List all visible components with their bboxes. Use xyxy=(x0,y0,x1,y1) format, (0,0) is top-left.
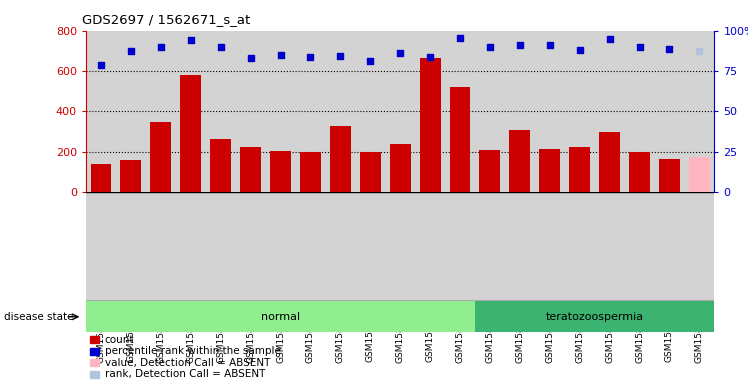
Bar xyxy=(270,151,291,192)
Bar xyxy=(475,301,714,332)
Point xyxy=(454,35,466,41)
Point xyxy=(604,36,616,42)
Point xyxy=(574,47,586,53)
Bar xyxy=(509,129,530,192)
Bar xyxy=(450,87,470,192)
Bar xyxy=(210,139,231,192)
Point xyxy=(155,44,167,50)
Point xyxy=(95,62,107,68)
Point xyxy=(394,50,406,56)
Point xyxy=(125,48,137,54)
Bar xyxy=(569,147,590,192)
Bar xyxy=(390,144,411,192)
Bar xyxy=(330,126,351,192)
Text: percentile rank within the sample: percentile rank within the sample xyxy=(105,346,280,356)
Point xyxy=(275,52,286,58)
Text: teratozoospermia: teratozoospermia xyxy=(545,312,644,322)
Text: normal: normal xyxy=(261,312,300,322)
Point xyxy=(693,48,705,54)
Text: value, Detection Call = ABSENT: value, Detection Call = ABSENT xyxy=(105,358,270,368)
Point xyxy=(484,44,496,50)
Bar xyxy=(629,152,650,192)
Bar xyxy=(180,75,201,192)
Point xyxy=(424,54,436,60)
Point xyxy=(544,42,556,48)
Point xyxy=(304,54,316,60)
Point xyxy=(245,55,257,61)
Point xyxy=(663,46,675,52)
Bar xyxy=(240,147,261,192)
Bar xyxy=(150,122,171,192)
Point xyxy=(215,44,227,50)
Point xyxy=(364,58,376,64)
Text: rank, Detection Call = ABSENT: rank, Detection Call = ABSENT xyxy=(105,369,265,379)
Text: GDS2697 / 1562671_s_at: GDS2697 / 1562671_s_at xyxy=(82,13,251,26)
Text: count: count xyxy=(105,335,134,345)
Bar xyxy=(599,131,620,192)
Bar xyxy=(479,150,500,192)
Bar xyxy=(300,152,321,192)
Bar xyxy=(420,58,441,192)
Point xyxy=(514,42,526,48)
Bar xyxy=(120,160,141,192)
Bar xyxy=(91,164,111,192)
Bar xyxy=(86,301,475,332)
Point xyxy=(185,37,197,43)
Bar xyxy=(539,149,560,192)
Bar xyxy=(659,159,680,192)
Bar xyxy=(360,152,381,192)
Bar xyxy=(689,157,710,192)
Point xyxy=(634,44,646,50)
Point xyxy=(334,53,346,59)
Text: disease state: disease state xyxy=(4,312,73,322)
